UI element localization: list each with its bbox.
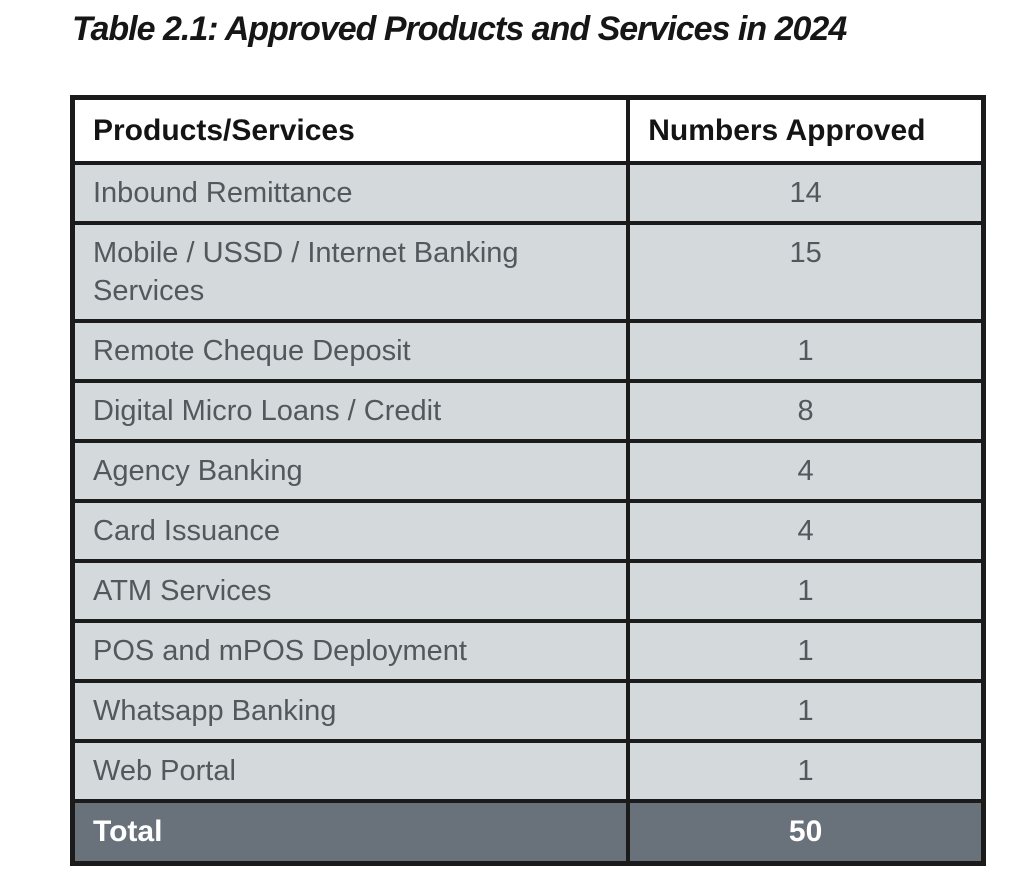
table-row: Remote Cheque Deposit 1 xyxy=(70,319,986,383)
product-name-cell: Mobile / USSD / Internet Banking Service… xyxy=(70,221,631,323)
header-row: Products/Services Numbers Approved xyxy=(70,95,986,165)
column-header-products-services: Products/Services xyxy=(70,95,631,165)
product-name-cell: Card Issuance xyxy=(70,499,631,563)
table-caption: Table 2.1: Approved Products and Service… xyxy=(72,10,847,48)
table-row: Whatsapp Banking 1 xyxy=(70,679,986,743)
product-name-cell: Digital Micro Loans / Credit xyxy=(70,379,631,443)
product-name-cell: Web Portal xyxy=(70,739,631,803)
total-value-cell: 50 xyxy=(626,799,986,866)
total-label-cell: Total xyxy=(70,799,631,866)
table-row: Card Issuance 4 xyxy=(70,499,986,563)
table-row: Inbound Remittance 14 xyxy=(70,161,986,225)
table-row: Digital Micro Loans / Credit 8 xyxy=(70,379,986,443)
approved-count-cell: 8 xyxy=(626,379,986,443)
approved-count-cell: 1 xyxy=(626,559,986,623)
approved-products-table: Products/Services Numbers Approved Inbou… xyxy=(70,95,986,866)
column-header-numbers-approved: Numbers Approved xyxy=(626,95,986,165)
table-row: Web Portal 1 xyxy=(70,739,986,803)
approved-count-cell: 4 xyxy=(626,439,986,503)
total-row: Total 50 xyxy=(70,799,986,866)
table-row: POS and mPOS Deployment 1 xyxy=(70,619,986,683)
product-name-cell: Whatsapp Banking xyxy=(70,679,631,743)
table-row: ATM Services 1 xyxy=(70,559,986,623)
approved-count-cell: 1 xyxy=(626,679,986,743)
approved-count-cell: 4 xyxy=(626,499,986,563)
approved-count-cell: 1 xyxy=(626,739,986,803)
product-name-cell: ATM Services xyxy=(70,559,631,623)
product-name-cell: Remote Cheque Deposit xyxy=(70,319,631,383)
approved-count-cell: 1 xyxy=(626,319,986,383)
approved-count-cell: 14 xyxy=(626,161,986,225)
table-row: Agency Banking 4 xyxy=(70,439,986,503)
approved-count-cell: 15 xyxy=(626,221,986,323)
table-row: Mobile / USSD / Internet Banking Service… xyxy=(70,221,986,323)
product-name-cell: Agency Banking xyxy=(70,439,631,503)
product-name-cell: Inbound Remittance xyxy=(70,161,631,225)
product-name-cell: POS and mPOS Deployment xyxy=(70,619,631,683)
approved-count-cell: 1 xyxy=(626,619,986,683)
